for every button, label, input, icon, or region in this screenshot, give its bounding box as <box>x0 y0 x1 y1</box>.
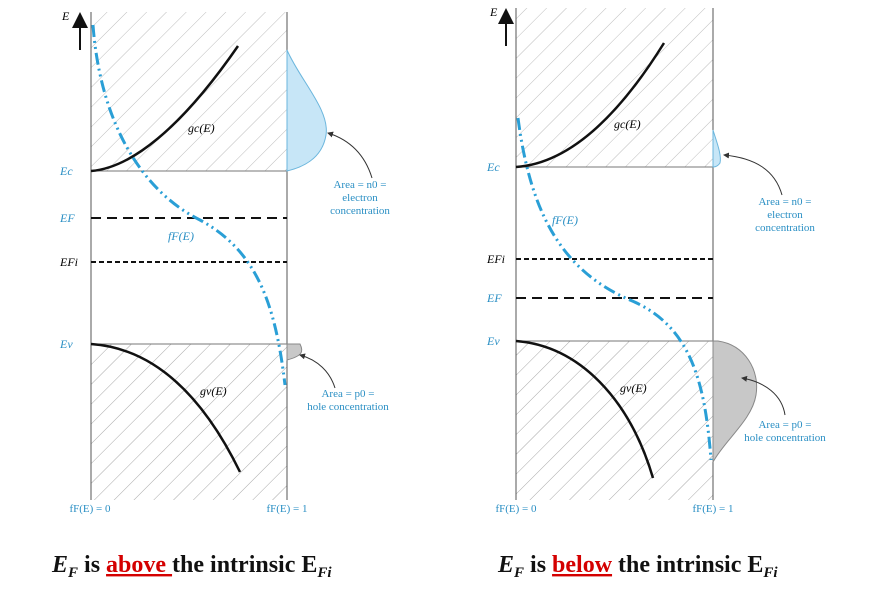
left-electron-callout-arrow-icon <box>327 131 373 179</box>
right-electron-area <box>712 129 721 168</box>
right-f1-label: fF(E) = 1 <box>692 503 733 515</box>
left-ff-label: fF(E) <box>168 229 194 243</box>
left-gv-label: gv(E) <box>200 384 227 398</box>
left-caption-keyword: above <box>106 552 172 578</box>
left-gv-curve <box>90 342 242 473</box>
right-area-n-line1: Area = n0 = <box>758 196 811 208</box>
right-gv-label: gv(E) <box>620 381 647 395</box>
right-gv-curve <box>515 339 655 479</box>
right-panel: E Ec EFi EF Ev gc(E) gv(E) fF(E) Area = … <box>486 5 826 515</box>
right-gc-label: gc(E) <box>614 117 641 131</box>
right-ff-label: fF(E) <box>552 213 578 227</box>
left-area-p-line1: Area = p0 = <box>321 388 374 400</box>
left-conduction-band-region <box>91 12 287 171</box>
right-area-p-line2: hole concentration <box>744 432 826 444</box>
left-hole-area <box>286 343 303 361</box>
left-area-p-line2: hole concentration <box>307 401 389 413</box>
right-f0-label: fF(E) = 0 <box>495 503 537 515</box>
left-caption: EF is above the intrinsic EFi <box>51 552 332 581</box>
left-ec-label: Ec <box>59 164 73 178</box>
right-ef-label: EF <box>486 291 502 305</box>
left-area-n-line2: electron <box>342 192 378 204</box>
right-area-n-line3: concentration <box>755 222 815 234</box>
right-fermi-function-curve <box>516 117 713 461</box>
right-ev-label: Ev <box>486 334 500 348</box>
left-area-n-line3: concentration <box>330 205 390 217</box>
right-hole-callout-arrow-icon <box>741 375 786 416</box>
left-panel: E Ec EF EFi Ev gc(E) gv(E) fF(E) Area = … <box>59 9 390 515</box>
left-ef-label: EF <box>59 211 75 225</box>
left-gc-label: gc(E) <box>188 121 215 135</box>
left-electron-area <box>286 49 327 172</box>
right-electron-callout-arrow-icon <box>723 152 783 196</box>
right-area-p-line1: Area = p0 = <box>758 419 811 431</box>
left-f1-label: fF(E) = 1 <box>266 503 307 515</box>
right-caption: EF is below the intrinsic EFi <box>497 552 778 581</box>
right-conduction-band-region <box>516 8 713 167</box>
right-valence-band-region <box>516 341 713 500</box>
right-hole-area <box>712 340 758 463</box>
right-ec-label: Ec <box>486 160 500 174</box>
left-axis-label: E <box>61 9 70 23</box>
right-area-n-line2: electron <box>767 209 803 221</box>
left-efi-label: EFi <box>59 255 78 269</box>
left-fermi-function-curve <box>91 24 287 386</box>
right-caption-keyword: below <box>552 552 613 578</box>
left-gc-curve <box>90 45 240 173</box>
left-f0-label: fF(E) = 0 <box>69 503 111 515</box>
left-hole-callout-arrow-icon <box>299 353 336 389</box>
right-gc-curve <box>515 42 666 169</box>
left-ev-label: Ev <box>59 337 73 351</box>
left-area-n-line1: Area = n0 = <box>333 179 386 191</box>
right-efi-label: EFi <box>486 252 505 266</box>
right-axis-label: E <box>489 5 498 19</box>
left-valence-band-region <box>91 344 287 500</box>
